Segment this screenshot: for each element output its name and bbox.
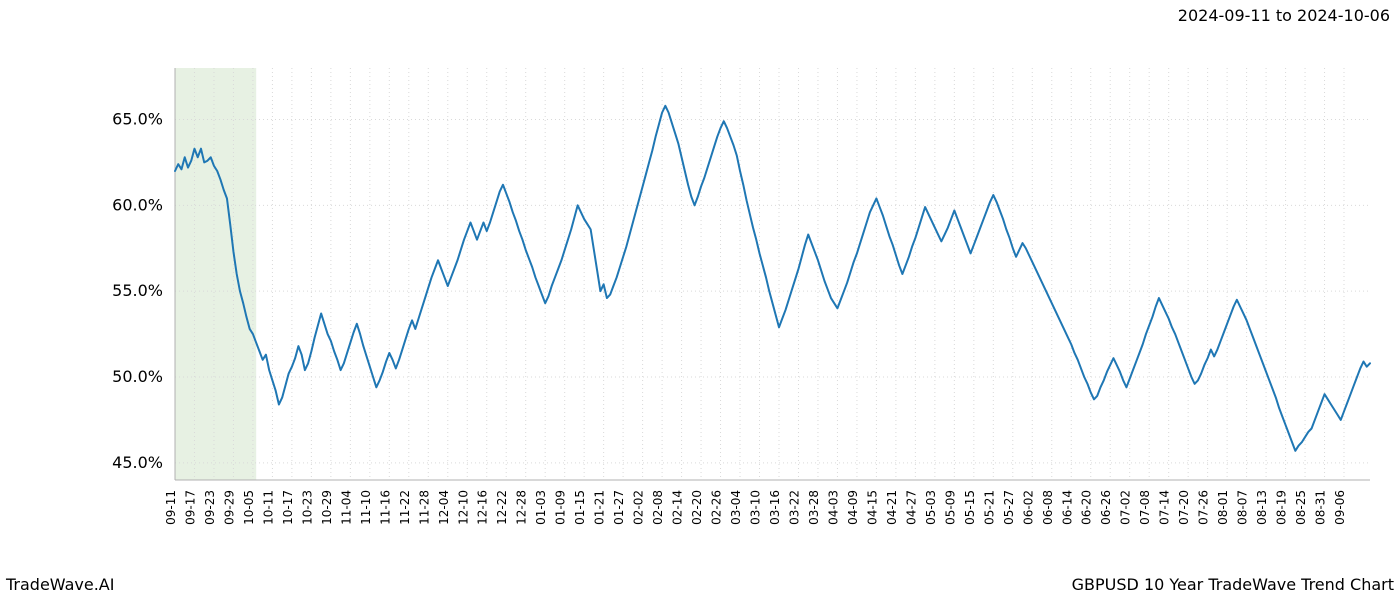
x-tick-label: 06-02 xyxy=(1021,490,1035,525)
x-tick-label: 08-13 xyxy=(1255,490,1269,525)
x-tick-label: 06-14 xyxy=(1060,490,1074,525)
x-tick-label: 04-09 xyxy=(846,490,860,525)
x-tick-label: 12-04 xyxy=(437,490,451,525)
x-tick-label: 07-02 xyxy=(1119,490,1133,525)
x-tick-label: 07-26 xyxy=(1197,490,1211,525)
x-tick-label: 07-14 xyxy=(1158,490,1172,525)
x-tick-label: 12-28 xyxy=(515,490,529,525)
x-tick-label: 08-07 xyxy=(1236,490,1250,525)
x-tick-label: 11-16 xyxy=(378,490,392,525)
x-tick-label: 03-04 xyxy=(729,490,743,525)
x-tick-label: 01-15 xyxy=(573,490,587,525)
x-tick-label: 04-27 xyxy=(904,490,918,525)
x-tick-label: 02-14 xyxy=(671,490,685,525)
y-tick-label: 60.0% xyxy=(112,195,163,214)
x-tick-label: 10-11 xyxy=(261,490,275,525)
x-tick-label: 11-10 xyxy=(359,490,373,525)
x-tick-label: 01-03 xyxy=(534,490,548,525)
x-tick-label: 04-03 xyxy=(826,490,840,525)
x-tick-label: 01-09 xyxy=(554,490,568,525)
x-tick-label: 12-10 xyxy=(456,490,470,525)
x-tick-label: 07-20 xyxy=(1177,490,1191,525)
x-tick-label: 08-31 xyxy=(1314,490,1328,525)
x-tick-label: 09-17 xyxy=(183,490,197,525)
x-tick-label: 11-22 xyxy=(398,490,412,525)
x-tick-label: 08-25 xyxy=(1294,490,1308,525)
x-tick-label: 10-17 xyxy=(281,490,295,525)
x-tick-label: 08-19 xyxy=(1275,490,1289,525)
x-tick-label: 06-26 xyxy=(1099,490,1113,525)
x-tick-label: 01-21 xyxy=(593,490,607,525)
x-tick-label: 06-08 xyxy=(1041,490,1055,525)
x-tick-label: 12-16 xyxy=(476,490,490,525)
y-tick-label: 55.0% xyxy=(112,281,163,300)
x-tick-label: 02-26 xyxy=(710,490,724,525)
x-tick-label: 04-15 xyxy=(865,490,879,525)
chart-title-label: GBPUSD 10 Year TradeWave Trend Chart xyxy=(1072,575,1394,594)
date-range-label: 2024-09-11 to 2024-10-06 xyxy=(1178,6,1390,25)
brand-label: TradeWave.AI xyxy=(6,575,114,594)
x-tick-label: 03-10 xyxy=(749,490,763,525)
x-tick-label: 11-28 xyxy=(417,490,431,525)
x-tick-label: 05-03 xyxy=(924,490,938,525)
x-tick-label: 12-22 xyxy=(495,490,509,525)
y-tick-label: 50.0% xyxy=(112,367,163,386)
chart-svg: 45.0% 50.0% 55.0% 60.0% 65.0% 09-11 09-17 09-23… xyxy=(0,30,1400,568)
x-tick-label: 05-27 xyxy=(1002,490,1016,525)
x-tick-label: 04-21 xyxy=(885,490,899,525)
x-tick-label: 09-06 xyxy=(1333,490,1347,525)
x-tick-label: 08-01 xyxy=(1216,490,1230,525)
x-tick-label: 03-16 xyxy=(768,490,782,525)
highlight-band xyxy=(175,68,256,480)
x-tick-label: 02-08 xyxy=(651,490,665,525)
x-tick-label: 03-22 xyxy=(787,490,801,525)
x-tick-label: 06-20 xyxy=(1080,490,1094,525)
x-tick-label: 05-09 xyxy=(943,490,957,525)
x-tick-label: 03-28 xyxy=(807,490,821,525)
x-tick-label: 09-23 xyxy=(203,490,217,525)
x-tick-label: 10-29 xyxy=(320,490,334,525)
x-tick-label: 09-11 xyxy=(164,490,178,525)
y-tick-label: 65.0% xyxy=(112,110,163,129)
x-tick-label: 09-29 xyxy=(222,490,236,525)
x-tick-label: 05-21 xyxy=(982,490,996,525)
x-tick-label: 11-04 xyxy=(339,490,353,525)
x-tick-label: 10-05 xyxy=(242,490,256,525)
x-tick-label: 05-15 xyxy=(963,490,977,525)
x-tick-label: 02-02 xyxy=(632,490,646,525)
trend-chart: 45.0% 50.0% 55.0% 60.0% 65.0% 09-11 09-17 09-23… xyxy=(0,30,1400,568)
x-tick-label: 07-08 xyxy=(1138,490,1152,525)
x-tick-label: 01-27 xyxy=(612,490,626,525)
y-tick-label: 45.0% xyxy=(112,453,163,472)
x-tick-label: 02-20 xyxy=(690,490,704,525)
x-tick-label: 10-23 xyxy=(300,490,314,525)
